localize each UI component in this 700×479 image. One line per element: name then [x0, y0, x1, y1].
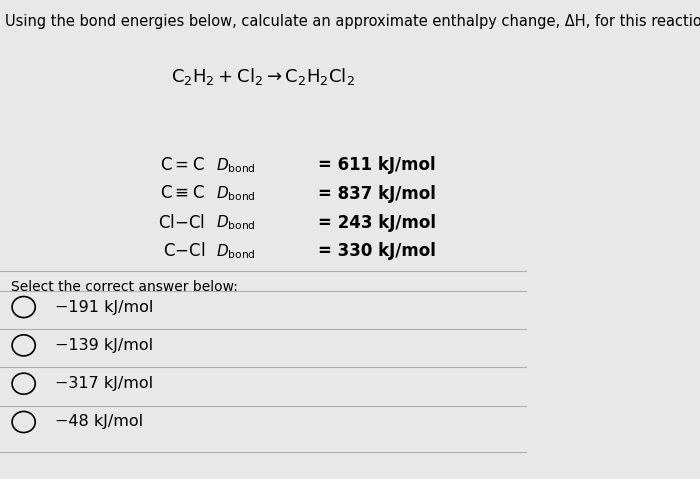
- Text: −48 kJ/mol: −48 kJ/mol: [55, 414, 144, 430]
- Text: −191 kJ/mol: −191 kJ/mol: [55, 299, 153, 315]
- Text: $D_{\mathrm{bond}}$: $D_{\mathrm{bond}}$: [216, 184, 256, 204]
- Text: Using the bond energies below, calculate an approximate enthalpy change, ΔH, for: Using the bond energies below, calculate…: [6, 14, 700, 29]
- Text: $D_{\mathrm{bond}}$: $D_{\mathrm{bond}}$: [216, 213, 256, 232]
- Text: −139 kJ/mol: −139 kJ/mol: [55, 338, 153, 353]
- Text: $D_{\mathrm{bond}}$: $D_{\mathrm{bond}}$: [216, 156, 256, 175]
- Text: = 611 kJ/mol: = 611 kJ/mol: [318, 156, 436, 174]
- Text: $\mathrm{Cl{-}Cl}$: $\mathrm{Cl{-}Cl}$: [158, 214, 205, 232]
- Text: $\mathrm{C{-}Cl}$: $\mathrm{C{-}Cl}$: [163, 242, 205, 261]
- Text: $\mathrm{C{=}C}$: $\mathrm{C{=}C}$: [160, 157, 205, 174]
- Text: = 243 kJ/mol: = 243 kJ/mol: [318, 214, 436, 232]
- Text: = 330 kJ/mol: = 330 kJ/mol: [318, 242, 436, 261]
- Text: $\mathrm{C{\equiv}C}$: $\mathrm{C{\equiv}C}$: [160, 185, 205, 203]
- Text: Select the correct answer below:: Select the correct answer below:: [10, 280, 237, 295]
- Text: = 837 kJ/mol: = 837 kJ/mol: [318, 185, 436, 203]
- Text: $D_{\mathrm{bond}}$: $D_{\mathrm{bond}}$: [216, 242, 256, 261]
- Text: −317 kJ/mol: −317 kJ/mol: [55, 376, 153, 391]
- Text: $\mathrm{C_2H_2 + Cl_2 \rightarrow C_2H_2Cl_2}$: $\mathrm{C_2H_2 + Cl_2 \rightarrow C_2H_…: [171, 66, 355, 87]
